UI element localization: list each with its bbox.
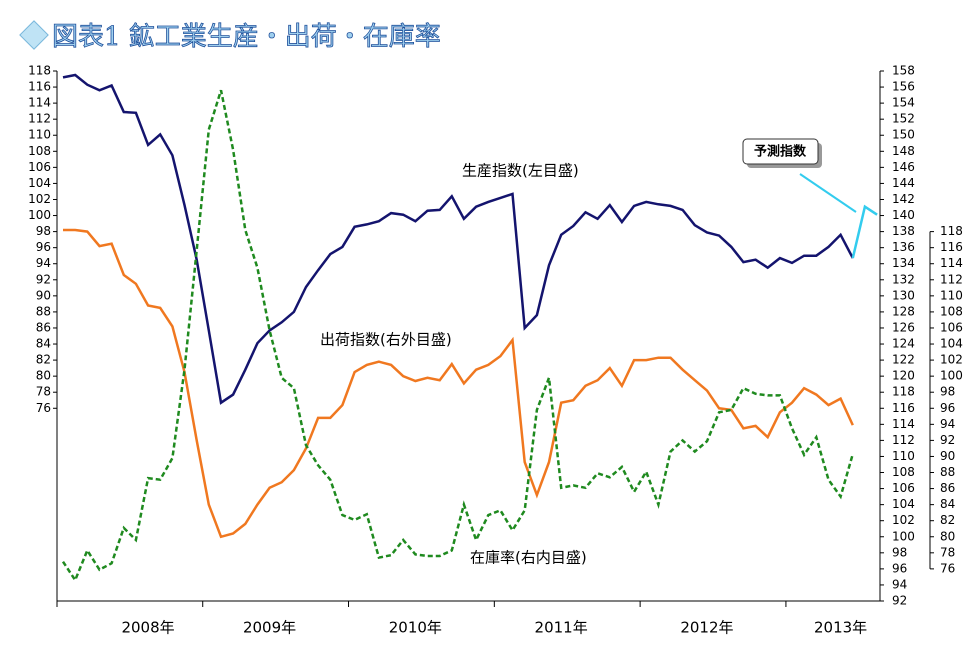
y3-tick-label: 118 <box>940 224 963 238</box>
y3-tick-label: 86 <box>940 481 955 495</box>
y3-tick-label: 88 <box>940 465 955 479</box>
y2-tick-label: 116 <box>892 401 915 415</box>
title-icon <box>19 20 49 50</box>
y2-tick-label: 98 <box>892 545 907 559</box>
y2-tick-label: 100 <box>892 529 915 543</box>
y-tick-label: 84 <box>36 337 51 351</box>
series-annotation: 生産指数(左目盛) <box>462 162 579 180</box>
y2-tick-label: 122 <box>892 353 915 367</box>
y-tick-label: 96 <box>36 240 51 254</box>
y3-tick-label: 116 <box>940 240 963 254</box>
series-annotation: 出荷指数(右外目盛) <box>320 331 452 349</box>
callout-label: 予測指数 <box>754 144 807 160</box>
y-tick-label: 106 <box>28 160 51 174</box>
y-tick-label: 90 <box>36 288 51 302</box>
y2-tick-label: 106 <box>892 481 915 495</box>
y3-tick-label: 78 <box>940 545 955 559</box>
y-tick-label: 108 <box>28 144 51 158</box>
y3-tick-label: 106 <box>940 320 963 334</box>
x-tick-label: 2011年 <box>535 619 588 637</box>
y2-tick-label: 156 <box>892 80 915 94</box>
y3-tick-label: 80 <box>940 529 955 543</box>
callout <box>742 138 857 213</box>
y2-tick-label: 120 <box>892 369 915 383</box>
y3-tick-label: 96 <box>940 401 955 415</box>
y2-tick-label: 112 <box>892 433 915 447</box>
y2-tick-label: 152 <box>892 112 915 126</box>
y3-tick-label: 110 <box>940 288 963 302</box>
y2-tick-label: 142 <box>892 192 915 206</box>
y-tick-label: 78 <box>36 385 51 399</box>
y2-tick-label: 144 <box>892 176 915 190</box>
y2-tick-label: 150 <box>892 128 915 142</box>
y2-tick-label: 148 <box>892 144 915 158</box>
y2-tick-label: 138 <box>892 224 915 238</box>
y2-tick-label: 114 <box>892 417 915 431</box>
y-tick-label: 102 <box>28 192 51 206</box>
y3-tick-label: 100 <box>940 369 963 383</box>
y-tick-label: 98 <box>36 224 51 238</box>
y-tick-label: 88 <box>36 304 51 318</box>
y2-tick-label: 110 <box>892 449 915 463</box>
y2-tick-label: 132 <box>892 272 915 286</box>
y-tick-label: 100 <box>28 208 51 222</box>
y2-tick-label: 140 <box>892 208 915 222</box>
y2-tick-label: 126 <box>892 320 915 334</box>
y3-tick-label: 90 <box>940 449 955 463</box>
y-tick-label: 94 <box>36 256 51 270</box>
series-line <box>61 89 855 583</box>
y2-tick-label: 92 <box>892 594 907 608</box>
x-tick-label: 2010年 <box>389 619 442 637</box>
y3-tick-label: 112 <box>940 272 963 286</box>
y3-tick-label: 76 <box>940 561 955 575</box>
y3-tick-label: 98 <box>940 385 955 399</box>
y2-tick-label: 136 <box>892 240 915 254</box>
y2-tick-label: 128 <box>892 304 915 318</box>
y3-tick-label: 104 <box>940 337 963 351</box>
y2-tick-label: 130 <box>892 288 915 302</box>
y3-tick-label: 102 <box>940 353 963 367</box>
y2-tick-label: 154 <box>892 96 915 110</box>
series-line <box>62 73 854 405</box>
y-tick-label: 118 <box>28 64 51 78</box>
y3-tick-label: 94 <box>940 417 955 431</box>
series-line <box>63 228 854 539</box>
y-tick-label: 112 <box>28 112 51 126</box>
y2-tick-label: 146 <box>892 160 915 174</box>
y2-tick-label: 94 <box>892 577 907 591</box>
x-tick-label: 2009年 <box>243 619 296 637</box>
y-tick-label: 92 <box>36 272 51 286</box>
y3-tick-label: 82 <box>940 513 955 527</box>
y2-tick-label: 108 <box>892 465 915 479</box>
y-tick-label: 114 <box>28 96 51 110</box>
y-tick-label: 104 <box>28 176 51 190</box>
y2-tick-label: 134 <box>892 256 915 270</box>
x-tick-label: 2013年 <box>814 619 867 637</box>
y2-tick-label: 102 <box>892 513 915 527</box>
y-tick-label: 82 <box>36 353 51 367</box>
y2-tick-label: 124 <box>892 337 915 351</box>
y2-tick-label: 104 <box>892 497 915 511</box>
y-tick-label: 110 <box>28 128 51 142</box>
series-annotation: 在庫率(右内目盛) <box>470 549 587 567</box>
y3-tick-label: 114 <box>940 256 963 270</box>
chart-title: 図表1 鉱工業生産・出荷・在庫率 <box>52 22 441 52</box>
y-tick-label: 116 <box>28 80 51 94</box>
y-tick-label: 80 <box>36 369 51 383</box>
y-tick-label: 76 <box>36 401 51 415</box>
series-line <box>851 204 878 259</box>
x-tick-label: 2008年 <box>121 619 174 637</box>
y3-tick-label: 108 <box>940 304 963 318</box>
y3-tick-label: 84 <box>940 497 955 511</box>
y-tick-label: 86 <box>36 320 51 334</box>
y2-tick-label: 118 <box>892 385 915 399</box>
x-tick-label: 2012年 <box>680 619 733 637</box>
y3-tick-label: 92 <box>940 433 955 447</box>
y2-tick-label: 158 <box>892 64 915 78</box>
y2-tick-label: 96 <box>892 561 907 575</box>
